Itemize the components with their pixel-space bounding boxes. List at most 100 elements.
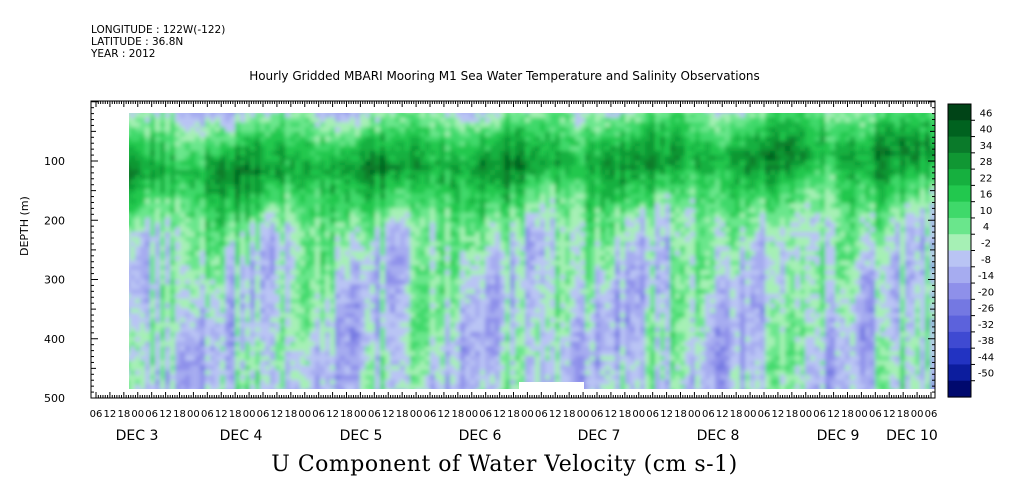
heatmap-cell: [215, 317, 221, 324]
heatmap-cell: [450, 169, 456, 176]
heatmap-cell: [535, 203, 541, 209]
heatmap-cell: [190, 293, 196, 300]
heatmap-cell: [340, 169, 346, 176]
heatmap-cell: [425, 327, 431, 333]
heatmap-cell: [250, 113, 256, 114]
heatmap-cell: [435, 155, 441, 162]
heatmap-cell: [215, 217, 221, 223]
heatmap-cell: [485, 174, 491, 181]
heatmap-cell: [405, 389, 411, 394]
heatmap-cell: [455, 355, 461, 362]
heatmap-cell: [530, 227, 536, 233]
heatmap-cell: [505, 251, 511, 257]
heatmap-cell: [270, 284, 276, 290]
heatmap-cell: [225, 165, 231, 171]
heatmap-cell: [400, 217, 406, 223]
heatmap-cell: [355, 184, 361, 190]
heatmap-cell: [350, 332, 356, 338]
heatmap-cell: [400, 241, 406, 247]
heatmap-cell: [185, 231, 191, 238]
heatmap-cell: [340, 165, 346, 171]
heatmap-cell: [355, 208, 361, 214]
heatmap-cell: [475, 312, 481, 319]
heatmap-cell: [325, 265, 331, 271]
heatmap-cell: [450, 131, 456, 138]
heatmap-cell: [260, 169, 266, 176]
heatmap-cell: [470, 193, 476, 200]
heatmap-cell: [195, 212, 201, 219]
heatmap-cell: [200, 365, 206, 371]
heatmap-cell: [190, 308, 196, 314]
heatmap-cell: [235, 131, 241, 138]
heatmap-cell: [230, 284, 236, 290]
heatmap-cell: [150, 141, 156, 147]
heatmap-cell: [275, 222, 281, 228]
heatmap-cell: [355, 146, 361, 152]
heatmap-cell: [370, 146, 376, 152]
heatmap-cell: [510, 251, 516, 257]
heatmap-cell: [150, 298, 156, 305]
heatmap-cell: [130, 222, 136, 228]
heatmap-cell: [410, 246, 416, 252]
heatmap-cell: [495, 189, 501, 195]
heatmap-cell: [515, 184, 521, 190]
heatmap-cell: [155, 332, 161, 338]
heatmap-cell: [295, 141, 301, 147]
heatmap-cell: [485, 346, 491, 352]
heatmap-cell: [360, 212, 366, 219]
heatmap-cell: [490, 141, 496, 147]
heatmap-cell: [210, 355, 216, 362]
heatmap-cell: [165, 146, 171, 152]
heatmap-cell: [520, 208, 526, 214]
heatmap-cell: [300, 332, 306, 338]
heatmap-cell: [225, 270, 231, 276]
heatmap-cell: [165, 336, 171, 343]
heatmap-cell: [280, 346, 286, 352]
heatmap-cell: [405, 174, 411, 181]
heatmap-cell: [380, 251, 386, 257]
heatmap-cell: [250, 208, 256, 214]
heatmap-cell: [425, 212, 431, 219]
heatmap-cell: [150, 136, 156, 142]
heatmap-cell: [470, 308, 476, 314]
heatmap-cell: [530, 122, 536, 128]
heatmap-cell: [420, 312, 426, 319]
heatmap-cell: [490, 150, 496, 157]
heatmap-cell: [525, 113, 531, 114]
heatmap-cell: [330, 298, 336, 305]
heatmap-cell: [235, 208, 241, 214]
heatmap-cell: [355, 346, 361, 352]
heatmap-cell: [410, 203, 416, 209]
heatmap-cell: [170, 184, 176, 190]
heatmap-cell: [130, 136, 136, 142]
heatmap-cell: [420, 384, 426, 389]
heatmap-cell: [260, 113, 266, 114]
heatmap-cell: [170, 370, 176, 376]
heatmap-cell: [175, 117, 181, 123]
heatmap-cell: [415, 374, 421, 381]
heatmap-cell: [235, 141, 241, 147]
heatmap-cell: [235, 113, 241, 114]
heatmap-cell: [200, 341, 206, 347]
heatmap-cell: [390, 155, 396, 162]
heatmap-cell: [500, 193, 506, 200]
heatmap-cell: [375, 360, 381, 366]
heatmap-cell: [190, 193, 196, 200]
heatmap-cell: [420, 113, 426, 119]
heatmap-cell: [445, 255, 451, 262]
heatmap-cell: [185, 193, 191, 200]
heatmap-cell: [465, 279, 471, 285]
heatmap-cell: [395, 174, 401, 181]
heatmap-cell: [375, 146, 381, 152]
heatmap-cell: [290, 208, 296, 214]
heatmap-cell: [385, 189, 391, 195]
heatmap-cell: [350, 289, 356, 295]
heatmap-cell: [335, 293, 341, 300]
heatmap-cell: [445, 279, 451, 285]
heatmap-cell: [290, 312, 296, 319]
heatmap-cell: [470, 346, 476, 352]
heatmap-cell: [360, 308, 366, 314]
heatmap-cell: [235, 308, 241, 314]
heatmap-cell: [165, 198, 171, 204]
heatmap-cell: [265, 236, 271, 243]
